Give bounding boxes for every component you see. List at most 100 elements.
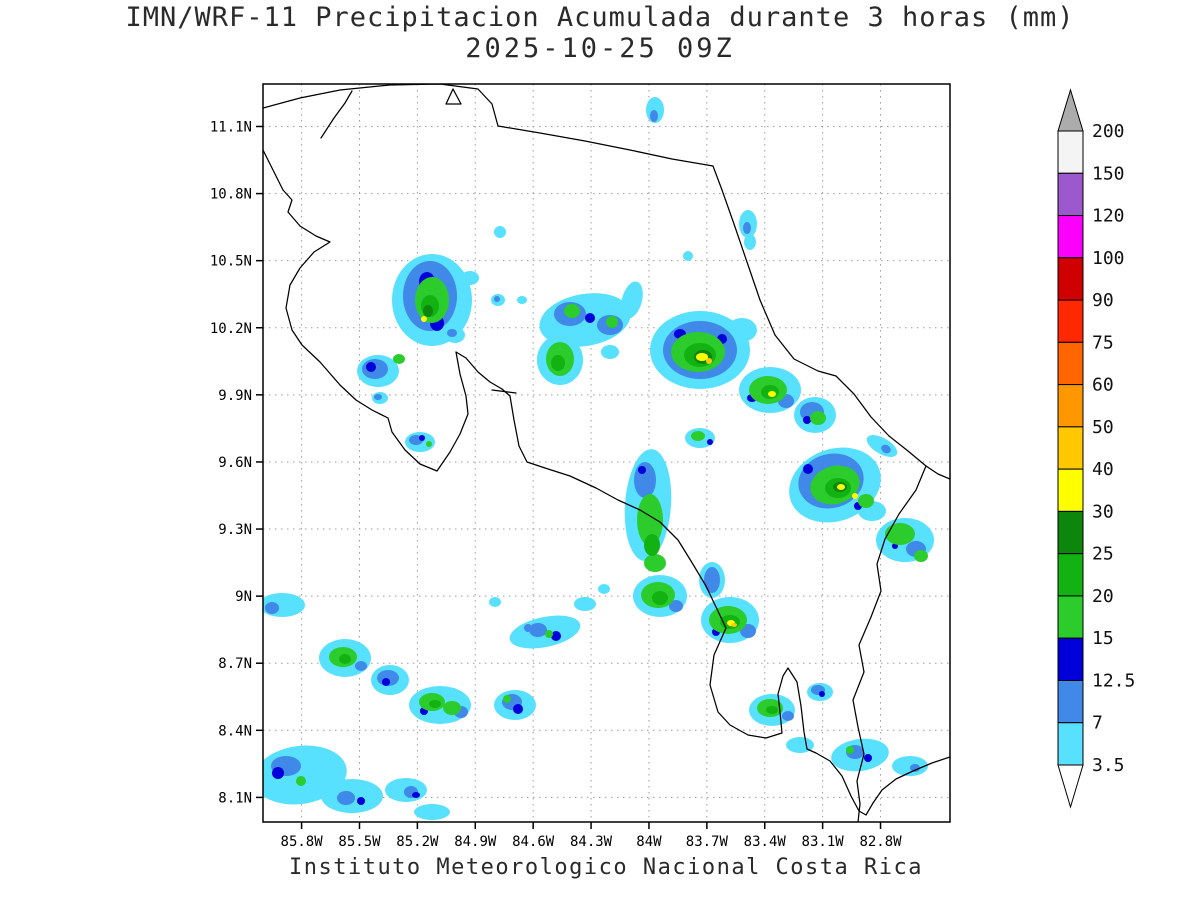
lon-tick-label: 85.8W (281, 834, 324, 850)
precip-cell (691, 431, 705, 441)
colorbar-label: 150 (1092, 163, 1125, 184)
precip-cell (766, 706, 778, 714)
precip-cell (644, 554, 666, 572)
colorbar-segment (1057, 341, 1084, 386)
precip-cell (421, 316, 427, 322)
precip-cell (881, 444, 891, 454)
lat-tick-label: 10.5N (210, 254, 252, 270)
precip-cell (419, 435, 425, 441)
island-outline (445, 88, 462, 105)
colorbar-label: 3.5 (1092, 755, 1125, 776)
precip-cell (727, 318, 757, 342)
precip-cell (382, 678, 390, 686)
precip-cell (892, 756, 928, 776)
colorbar-segment (1057, 637, 1084, 681)
precip-cell (574, 597, 596, 611)
precip-cell (644, 534, 660, 556)
precip-cell (357, 797, 365, 805)
colorbar-segment (1057, 722, 1084, 766)
lat-tick-label: 8.1N (218, 790, 252, 806)
precip-cell (846, 746, 854, 754)
precip-cell (272, 767, 284, 779)
precip-cell (744, 234, 756, 250)
precip-cell (551, 631, 561, 641)
lat-tick-label: 9N (235, 589, 252, 605)
precip-cell (551, 355, 565, 371)
precip-cell (837, 484, 845, 490)
precip-cell (265, 602, 279, 614)
colorbar-segment (1057, 172, 1084, 217)
colorbar-under-arrow (1057, 764, 1084, 809)
precip-cell (545, 630, 553, 638)
colorbar-segment (1057, 468, 1084, 512)
precip-cell (339, 654, 351, 664)
colorbar-label: 60 (1092, 375, 1114, 396)
precip-cell (393, 354, 405, 364)
precip-cell (683, 251, 693, 261)
precip-cell (621, 281, 643, 319)
colorbar-segment (1057, 510, 1084, 555)
lat-tick-label: 9.6N (218, 455, 252, 471)
precip-cell (429, 700, 441, 708)
precip-cell (914, 550, 928, 562)
colorbar-label: 40 (1092, 459, 1114, 480)
colorbar-label: 25 (1092, 544, 1114, 565)
precip-cell (706, 358, 712, 364)
colorbar-segment (1057, 426, 1084, 470)
precip-cell (513, 704, 523, 714)
precip-cell (414, 804, 450, 820)
precip-cell (669, 600, 683, 612)
axes: 11.1N 10.8N 10.5N 10.2N 9.9N 9.6N 9.3N 9N 8.7N 8.… (210, 119, 902, 850)
colorbar-label: 15 (1092, 628, 1114, 649)
coastline-path (263, 149, 950, 816)
colorbar-label: 30 (1092, 501, 1114, 522)
precip-cell (606, 316, 618, 328)
colorbar: 200 150 120 100 90 75 60 50 40 30 25 20 15 12.5 7 3.5 (1057, 88, 1135, 809)
precip-cell (731, 623, 737, 627)
precip-cell (638, 466, 646, 474)
lon-tick-label: 83.4W (744, 834, 787, 850)
chart-title: IMN/WRF-11 Precipitacion Acumulada duran… (125, 2, 1075, 33)
colorbar-segment (1057, 130, 1084, 174)
lon-tick-label: 83.1W (802, 834, 845, 850)
precip-cell (564, 304, 580, 318)
lat-tick-label: 8.4N (218, 723, 252, 739)
colorbar-segment (1057, 595, 1084, 639)
footer-credit: Instituto Meteorologico Nacional Costa R… (288, 855, 924, 880)
colorbar-label: 12.5 (1092, 670, 1135, 691)
chart-valid-time: 2025-10-25 09Z (465, 33, 735, 64)
precip-cell (337, 791, 355, 805)
precip-cell (426, 441, 432, 447)
colorbar-label: 100 (1092, 248, 1125, 269)
precip-cell (494, 296, 500, 302)
lat-tick-label: 10.2N (210, 321, 252, 337)
precip-cell (503, 695, 511, 703)
precip-cell (885, 523, 915, 545)
precip-cell (743, 222, 751, 234)
precip-cell (696, 353, 708, 361)
coastline-path (320, 90, 353, 139)
colorbar-segment (1057, 299, 1084, 343)
precip-cell (819, 691, 825, 697)
precip-cell (637, 494, 663, 546)
map-frame (262, 83, 951, 823)
lon-tick-label: 84W (636, 834, 662, 850)
colorbar-label: 120 (1092, 206, 1125, 227)
precip-cell (910, 764, 920, 772)
precip-cell (601, 345, 619, 359)
lon-tick-label: 85.2W (396, 834, 439, 850)
lat-tick-label: 9.9N (218, 388, 252, 404)
precip-cell (598, 584, 610, 594)
precip-cell (494, 226, 506, 238)
colorbar-label: 50 (1092, 417, 1114, 438)
coastline-path (491, 389, 517, 394)
precip-cell (447, 329, 457, 337)
colorbar-label: 75 (1092, 332, 1114, 353)
coastline-path (925, 465, 950, 480)
lon-tick-label: 84.6W (512, 834, 555, 850)
coastline (263, 84, 950, 822)
precip-cell (366, 362, 376, 372)
precip-cell (355, 661, 367, 671)
precip-cell (517, 296, 527, 304)
